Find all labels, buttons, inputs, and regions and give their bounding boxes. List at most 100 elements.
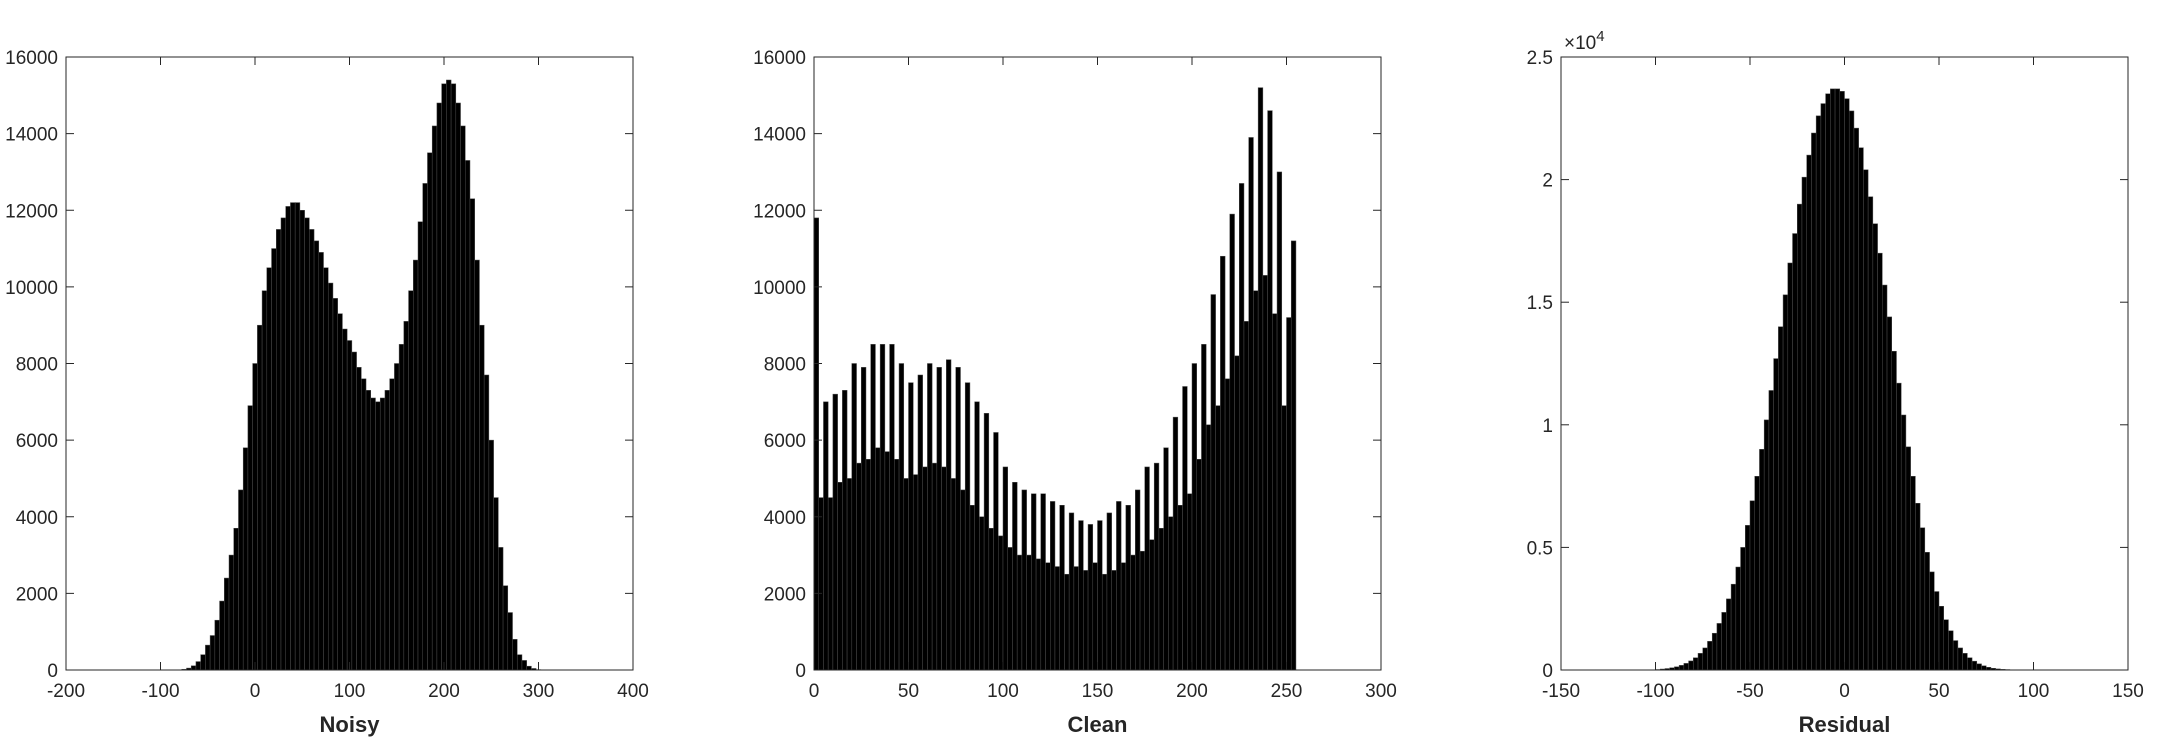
histogram-bar <box>813 217 819 671</box>
y-tick-label: 2000 <box>16 584 58 605</box>
histogram-bar <box>1924 552 1930 671</box>
y-tick-label: 10000 <box>5 278 58 299</box>
histogram-bar <box>1116 501 1122 671</box>
histogram-bar <box>299 210 305 671</box>
histogram-bar <box>955 367 961 671</box>
histogram-bar <box>1957 647 1963 671</box>
histogram-bar <box>865 459 871 671</box>
histogram-bar <box>224 577 230 671</box>
y-tick-label: 16000 <box>753 48 806 69</box>
x-tick-label: 150 <box>2112 681 2144 702</box>
x-tick-label: 200 <box>428 681 460 702</box>
histogram-bar <box>516 654 523 671</box>
histogram-bar <box>1787 262 1793 671</box>
histogram-bar <box>1248 137 1254 671</box>
histogram-bar <box>521 660 527 671</box>
histogram-bar <box>304 217 310 671</box>
histogram-bar <box>861 367 867 671</box>
histogram-bar <box>1820 103 1826 671</box>
histogram-bar <box>1153 462 1160 671</box>
histogram-bar <box>1839 91 1845 671</box>
bars <box>813 87 1297 671</box>
histogram-bar <box>1012 482 1018 671</box>
histogram-bar <box>1834 88 1841 671</box>
histogram-bar <box>1130 554 1136 671</box>
histogram-bar <box>285 206 291 671</box>
histogram-bar <box>1064 573 1070 671</box>
histogram-bar <box>1290 240 1297 671</box>
histogram-bar <box>337 313 343 671</box>
histogram-bar <box>413 259 419 671</box>
histogram-bar <box>323 267 329 671</box>
histogram-bar <box>422 183 428 671</box>
histogram-bar <box>526 665 532 671</box>
histogram-bar <box>903 478 909 671</box>
histogram-bar <box>1177 505 1183 671</box>
histogram-bar <box>1702 647 1708 671</box>
histogram-bar <box>446 79 452 671</box>
histogram-bar <box>190 665 197 671</box>
histogram-bar <box>379 397 386 671</box>
y-tick-label: 8000 <box>16 355 58 376</box>
histogram-bar <box>1002 466 1008 671</box>
histogram-bar <box>460 125 466 671</box>
histogram-bar <box>846 478 853 671</box>
histogram-bar <box>512 639 518 671</box>
histogram-bar <box>1886 316 1893 671</box>
histogram-bar <box>1163 447 1169 671</box>
histogram-bar <box>1239 183 1245 671</box>
histogram-bar <box>1801 176 1807 671</box>
histogram-bar <box>1101 573 1108 671</box>
y-tick-label: 2000 <box>764 584 806 605</box>
histogram-bar <box>1749 500 1755 671</box>
x-axis-title: Clean <box>1068 712 1128 737</box>
histogram-bar <box>1815 115 1822 671</box>
histogram-bar <box>1262 275 1268 671</box>
histogram-bar <box>1257 87 1264 671</box>
histogram-bar <box>252 363 258 671</box>
histogram-bar <box>507 612 513 671</box>
histogram-bar <box>309 229 315 671</box>
x-tick-label: 150 <box>1082 681 1114 702</box>
histogram-bar <box>1962 653 1968 671</box>
histogram-bar <box>1281 405 1287 671</box>
histogram-bar <box>294 202 301 671</box>
histogram-bar <box>856 462 862 671</box>
histogram-bar <box>1773 358 1779 671</box>
y-tick-label: 16000 <box>5 48 58 69</box>
y-tick-label: 12000 <box>5 201 58 222</box>
histogram-bar <box>1754 476 1760 671</box>
histogram-bar <box>342 328 348 671</box>
histogram-bar <box>1191 363 1197 671</box>
y-tick-label: 14000 <box>5 125 58 146</box>
histogram-bar <box>870 344 876 671</box>
histogram-bar <box>969 505 975 671</box>
y-tick-label: 12000 <box>753 201 806 222</box>
histogram-bar <box>1825 93 1831 671</box>
histogram-bar <box>1073 566 1079 671</box>
histogram-bar <box>1286 317 1292 671</box>
histogram-bar <box>238 489 244 671</box>
histogram-bar <box>818 497 824 671</box>
histogram-bar <box>1016 554 1023 671</box>
histogram-bar <box>1858 147 1864 671</box>
x-tick-label: 50 <box>1928 681 1949 702</box>
histogram-bar <box>498 547 504 671</box>
histogram-bar <box>1919 527 1926 671</box>
histogram-bar <box>441 83 447 671</box>
noisy-histogram-panel: -200 -100 0 100 200 300 4000200040006000800010… <box>5 48 649 737</box>
histogram-bar <box>1910 476 1916 671</box>
histogram-bar <box>1007 547 1013 671</box>
histogram-bar <box>1877 252 1883 671</box>
x-tick-label: 0 <box>809 681 820 702</box>
histogram-bar <box>1050 501 1056 671</box>
histogram-bar <box>908 382 914 671</box>
histogram-bar <box>1778 326 1784 671</box>
histogram-bar <box>394 363 400 671</box>
histogram-bar <box>1697 653 1704 671</box>
y-tick-label: 4000 <box>764 508 806 529</box>
histogram-bar <box>1811 132 1817 671</box>
y-exponent-base: ×10 <box>1564 33 1596 54</box>
x-tick-label: 0 <box>250 681 261 702</box>
clean-histogram-panel: 0 50 100 150 200 250 300 0 2000 4000 6000 8000 10000… <box>753 48 1397 737</box>
